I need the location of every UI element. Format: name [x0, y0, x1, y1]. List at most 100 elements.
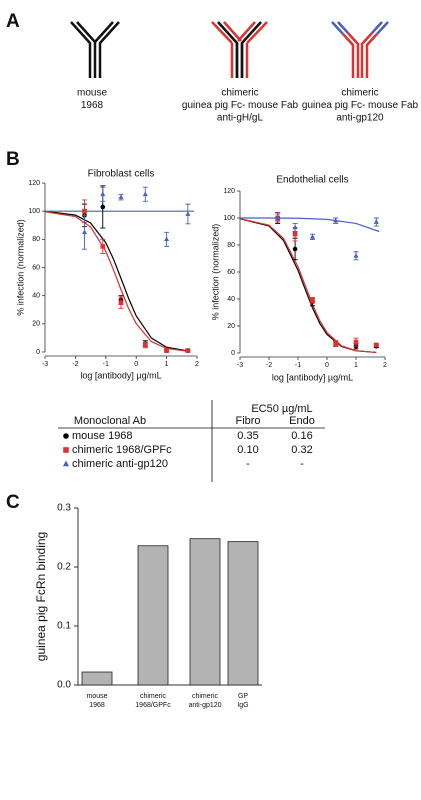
table-cell: 0.35 [237, 430, 258, 442]
marker [100, 191, 106, 197]
antibody-caption: anti-gH/gL [217, 113, 264, 124]
y-tick-label: 20 [32, 321, 40, 328]
x-tick-label: 1968 [89, 702, 105, 709]
chart-title: Endothelial cells [276, 175, 348, 186]
marker [185, 348, 191, 353]
table-cell: 0.32 [291, 444, 312, 456]
antibody-icon [211, 21, 268, 78]
table-cell: 0.10 [237, 444, 258, 456]
marker [292, 224, 298, 230]
x-tick-label: 2 [383, 362, 387, 369]
fit-curve [239, 218, 377, 354]
y-tick-label: 0.1 [57, 621, 71, 632]
marker [142, 191, 148, 197]
y-tick-label: 0.2 [57, 562, 71, 573]
marker [100, 244, 106, 249]
x-axis-label: log [antibody] µg/mL [272, 372, 353, 382]
marker [118, 300, 124, 306]
y-tick-label: 20 [227, 323, 235, 330]
y-tick-label: 0 [231, 350, 235, 357]
marker [81, 229, 88, 235]
antibody-caption: chimeric [341, 88, 378, 99]
bar [81, 671, 113, 686]
x-tick-label: -3 [237, 362, 243, 369]
bar [137, 545, 169, 686]
antibody-caption: chimeric [221, 88, 258, 99]
table-row-name: mouse 1968 [72, 430, 133, 442]
antibody-icon [331, 21, 389, 78]
antibody-caption: guinea pig Fc- mouse Fab [182, 100, 299, 111]
table-header: Monoclonal Ab [74, 415, 146, 427]
x-tick-label: 0 [325, 362, 329, 369]
marker [82, 208, 87, 214]
x-tick-label: -2 [266, 362, 272, 369]
marker [309, 234, 316, 239]
x-tick-label: 2 [195, 361, 199, 368]
marker [118, 194, 124, 199]
marker [63, 447, 69, 453]
x-tick-label: -1 [103, 361, 109, 368]
x-tick-label: 0 [134, 361, 138, 368]
y-tick-label: 40 [227, 296, 235, 303]
panel-label: C [6, 492, 20, 513]
marker [353, 253, 359, 258]
table-cell: 0.16 [291, 430, 312, 442]
x-tick-label: 1968/GPFc [135, 702, 171, 709]
bar [227, 541, 259, 686]
x-tick-label: 1 [165, 361, 169, 368]
marker [353, 339, 359, 345]
panel-label: B [6, 149, 20, 170]
marker [164, 236, 170, 242]
marker [373, 219, 379, 224]
antibody-icon [70, 21, 120, 78]
x-tick-label: -2 [72, 361, 78, 368]
marker [100, 204, 106, 210]
marker [185, 211, 191, 216]
marker [292, 231, 298, 237]
table-cell: - [300, 458, 304, 470]
marker [333, 217, 339, 223]
y-tick-label: 0.3 [57, 503, 71, 514]
antibody-caption: mouse [77, 88, 107, 99]
table-cell: - [246, 458, 250, 470]
x-tick-label: chimeric [192, 693, 219, 700]
y-tick-label: 0.0 [57, 680, 71, 691]
marker [333, 341, 338, 346]
y-tick-label: 40 [32, 293, 40, 300]
marker [143, 342, 148, 348]
x-tick-label: GP [238, 693, 248, 700]
marker [164, 348, 169, 353]
y-tick-label: 100 [223, 215, 235, 222]
marker [292, 246, 298, 252]
antibody-caption: anti-gp120 [336, 113, 384, 124]
table-header: Fibro [235, 415, 260, 427]
table-row-name: chimeric 1968/GPFc [72, 444, 172, 456]
marker [374, 342, 379, 348]
fit-curve [44, 211, 188, 352]
y-tick-label: 120 [223, 188, 235, 195]
x-tick-label: 1 [354, 362, 358, 369]
y-tick-label: 80 [227, 242, 235, 249]
y-tick-label: 100 [28, 208, 40, 215]
antibody-caption: 1968 [81, 100, 104, 111]
panel-label: A [6, 11, 20, 32]
x-tick-label: mouse [86, 693, 107, 700]
x-axis-label: log [antibody] µg/mL [80, 370, 161, 380]
x-tick-label: anti-gp120 [188, 702, 221, 709]
y-axis-label: % infection (normalized) [210, 224, 220, 321]
table-group-header: EC50 µg/mL [251, 403, 312, 415]
y-axis-label: % infection (normalized) [15, 219, 25, 316]
fit-curve [239, 218, 377, 354]
y-axis-label: guinea pig FcRn binding [34, 532, 48, 661]
y-tick-label: 120 [28, 180, 40, 187]
marker [62, 460, 70, 467]
y-tick-label: 0 [36, 349, 40, 356]
chart-title: Fibroblast cells [88, 169, 155, 180]
marker [275, 213, 281, 219]
fit-curve [240, 217, 380, 233]
y-tick-label: 80 [32, 236, 40, 243]
table-row-name: chimeric anti-gp120 [72, 458, 168, 470]
x-tick-label: chimeric [140, 693, 167, 700]
marker [63, 433, 69, 439]
